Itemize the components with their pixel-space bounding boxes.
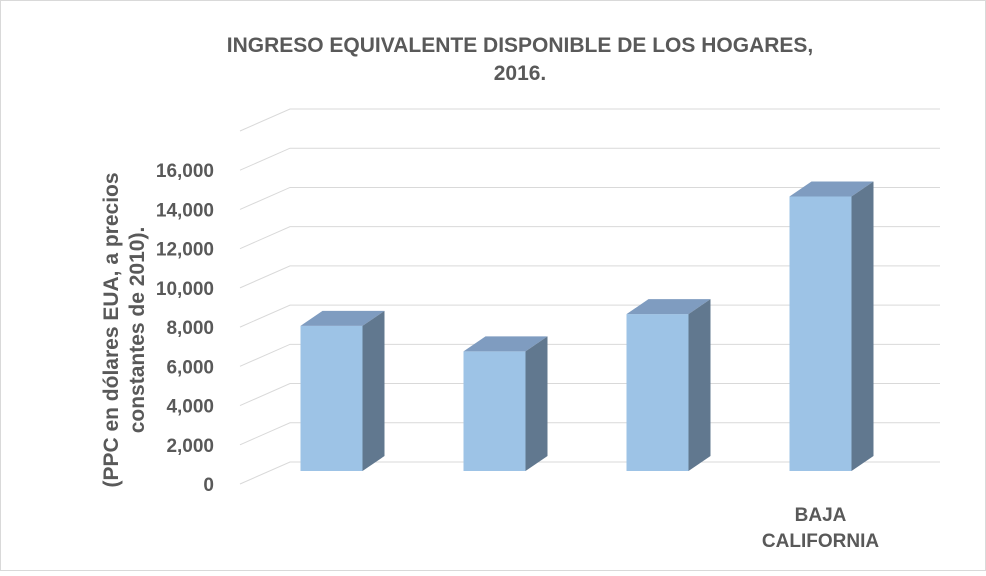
bar-side xyxy=(525,336,548,471)
bar-top xyxy=(626,299,711,315)
grid-line xyxy=(239,304,940,328)
grid-line xyxy=(239,422,940,446)
bar-side xyxy=(688,299,711,471)
y-tick-label: 0 xyxy=(203,475,214,496)
y-tick-label: 6,000 xyxy=(166,357,214,378)
grid-line xyxy=(239,226,940,250)
wall-edge xyxy=(239,108,940,132)
bar-side xyxy=(851,181,874,471)
grid-line xyxy=(239,343,940,367)
grid-line xyxy=(239,461,940,485)
y-tick-label: 16,000 xyxy=(156,161,214,182)
grid-line xyxy=(239,186,940,210)
bar-front xyxy=(626,314,689,471)
x-tick-label: BAJA CALIFORNIA xyxy=(762,505,879,552)
y-axis-label: constantes de 2010). xyxy=(126,227,149,434)
y-tick-label: 2,000 xyxy=(166,436,214,457)
y-axis-label: (PPC en dólares EUA, a precios xyxy=(100,172,123,487)
chart-title: 2016. xyxy=(494,62,547,85)
bar-front xyxy=(789,196,852,471)
chart-title: INGRESO EQUIVALENTE DISPONIBLE DE LOS HO… xyxy=(227,34,814,57)
y-tick-label: 12,000 xyxy=(156,240,214,261)
bar-top xyxy=(300,310,385,326)
bar xyxy=(300,310,385,471)
grid-line xyxy=(239,147,940,171)
y-tick-label: 4,000 xyxy=(166,397,214,418)
y-tick-label: 8,000 xyxy=(166,318,214,339)
bar-top xyxy=(789,181,874,197)
bar-front xyxy=(463,351,526,471)
bar-side xyxy=(362,310,385,471)
bar-top xyxy=(463,336,548,352)
y-tick-label: 10,000 xyxy=(156,279,214,300)
bar xyxy=(463,336,548,471)
bar xyxy=(626,299,711,471)
grid-line xyxy=(239,383,940,407)
bar xyxy=(789,181,874,471)
bar-front xyxy=(300,325,363,471)
y-tick-label: 14,000 xyxy=(156,200,214,221)
grid-line xyxy=(239,265,940,289)
